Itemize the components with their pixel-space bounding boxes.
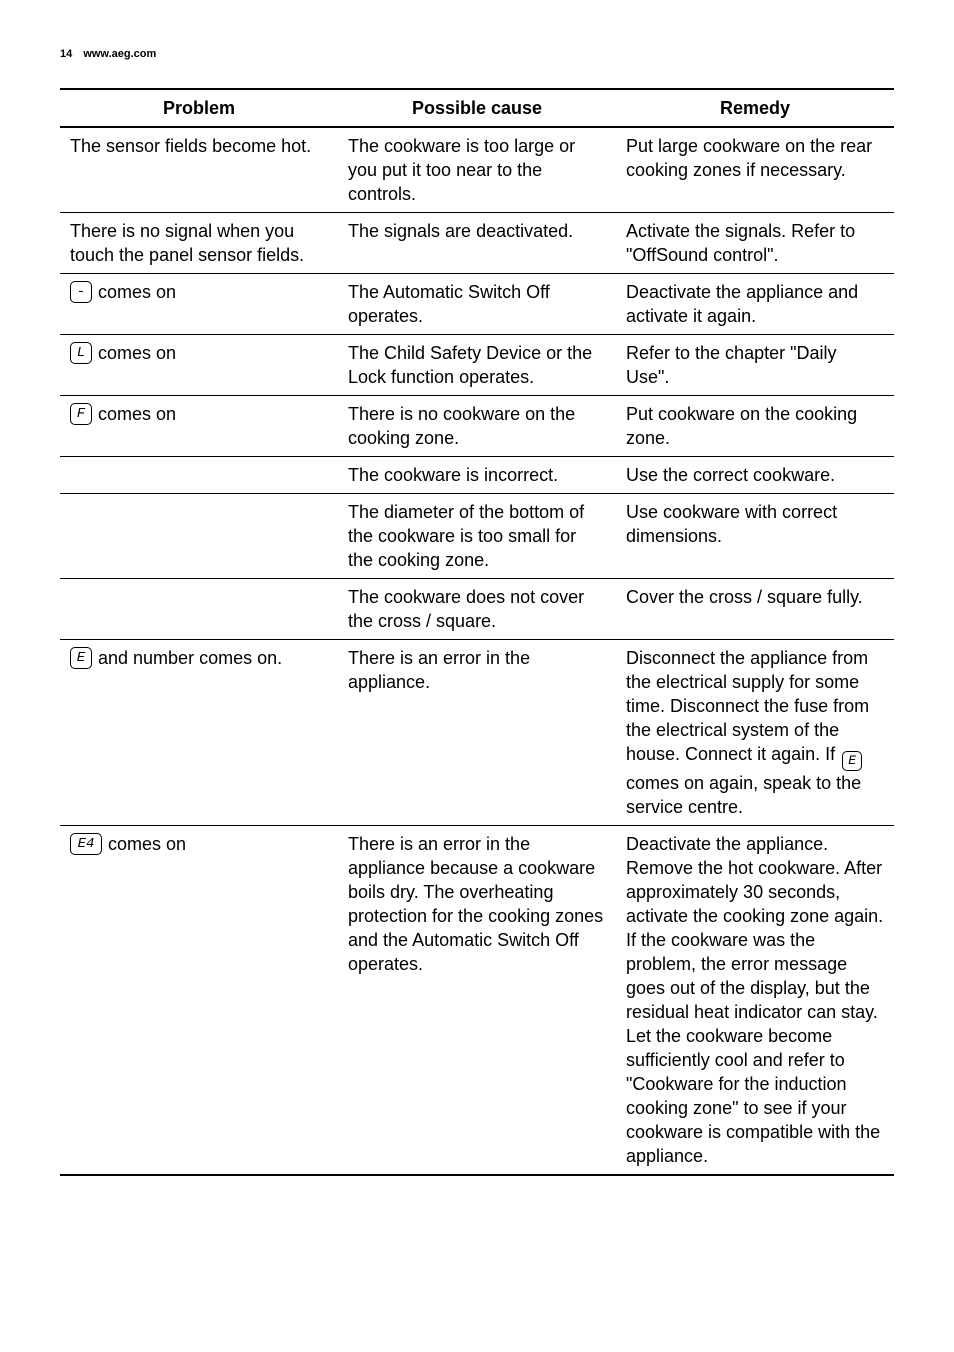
cause-cell: The signals are deactivated. <box>338 213 616 274</box>
cause-cell: There is no cookware on the cooking zone… <box>338 396 616 457</box>
remedy-cell: Disconnect the appliance from the electr… <box>616 640 894 826</box>
col-header-problem: Problem <box>60 89 338 127</box>
display-symbol-icon: F <box>70 403 92 425</box>
problem-text: comes on <box>98 280 176 304</box>
remedy-cell: Put large cookware on the rear cooking z… <box>616 127 894 213</box>
cause-cell: There is an error in the appliance becau… <box>338 825 616 1175</box>
problem-cell: There is no signal when you touch the pa… <box>60 213 338 274</box>
remedy-cell: Deactivate the appliance and activate it… <box>616 274 894 335</box>
table-row: The sensor fields become hot. The cookwar… <box>60 127 894 213</box>
remedy-cell: Use cookware with correct dimensions. <box>616 494 894 579</box>
remedy-cell: Cover the cross / square fully. <box>616 579 894 640</box>
col-header-remedy: Remedy <box>616 89 894 127</box>
table-row: The diameter of the bottom of the cookwa… <box>60 494 894 579</box>
table-row: The cookware is incorrect.Use the correc… <box>60 457 894 494</box>
site-url: www.aeg.com <box>83 48 156 60</box>
problem-cell: Fcomes on <box>60 396 338 457</box>
problem-text: There is no signal when you touch the pa… <box>70 219 328 267</box>
problem-text: comes on <box>98 341 176 365</box>
cause-cell: The cookware is too large or you put it … <box>338 127 616 213</box>
display-symbol-icon: E4 <box>70 833 102 855</box>
remedy-text-post: comes on again, speak to the service cen… <box>626 773 861 817</box>
problem-text: The sensor fields become hot. <box>70 134 311 158</box>
remedy-cell: Deactivate the appliance. Remove the hot… <box>616 825 894 1175</box>
problem-cell: The sensor fields become hot. <box>60 127 338 213</box>
problem-cell: -comes on <box>60 274 338 335</box>
table-row: E4 comes on There is an error in the appli… <box>60 825 894 1175</box>
display-symbol-icon: E <box>70 647 92 669</box>
col-header-cause: Possible cause <box>338 89 616 127</box>
problem-cell: E4 comes on <box>60 825 338 1175</box>
table-row: Eand number comes on.There is an error i… <box>60 640 894 826</box>
table-row: There is no signal when you touch the pa… <box>60 213 894 274</box>
table-row: Fcomes onThere is no cookware on the coo… <box>60 396 894 457</box>
problem-text: comes on <box>98 402 176 426</box>
problem-text: comes on <box>108 832 186 856</box>
page-header: 14 www.aeg.com <box>60 48 894 60</box>
table-row: Lcomes onThe Child Safety Device or the … <box>60 335 894 396</box>
display-symbol-icon: - <box>70 281 92 303</box>
cause-cell: The cookware is incorrect. <box>338 457 616 494</box>
cause-cell: The cookware does not cover the cross / … <box>338 579 616 640</box>
remedy-cell: Put cookware on the cooking zone. <box>616 396 894 457</box>
problem-cell <box>60 579 338 640</box>
troubleshoot-table: Problem Possible cause Remedy The sensor… <box>60 88 894 1176</box>
cause-cell: The Child Safety Device or the Lock func… <box>338 335 616 396</box>
problem-text: and number comes on. <box>98 646 282 670</box>
table-header-row: Problem Possible cause Remedy <box>60 89 894 127</box>
cause-cell: The Automatic Switch Off operates. <box>338 274 616 335</box>
remedy-cell: Refer to the chapter "Daily Use". <box>616 335 894 396</box>
remedy-cell: Activate the signals. Refer to "OffSound… <box>616 213 894 274</box>
problem-cell <box>60 457 338 494</box>
table-row: -comes onThe Automatic Switch Off operat… <box>60 274 894 335</box>
cause-cell: The diameter of the bottom of the cookwa… <box>338 494 616 579</box>
page: 14 www.aeg.com Problem Possible cause Re… <box>0 0 954 1352</box>
remedy-cell: Use the correct cookware. <box>616 457 894 494</box>
cause-cell: There is an error in the appliance. <box>338 640 616 826</box>
problem-cell: Lcomes on <box>60 335 338 396</box>
display-symbol-icon: L <box>70 342 92 364</box>
remedy-text-pre: Disconnect the appliance from the electr… <box>626 648 869 764</box>
display-symbol-icon: E <box>842 751 862 771</box>
table-row: The cookware does not cover the cross / … <box>60 579 894 640</box>
problem-cell <box>60 494 338 579</box>
page-number: 14 <box>60 48 72 60</box>
problem-cell: Eand number comes on. <box>60 640 338 826</box>
